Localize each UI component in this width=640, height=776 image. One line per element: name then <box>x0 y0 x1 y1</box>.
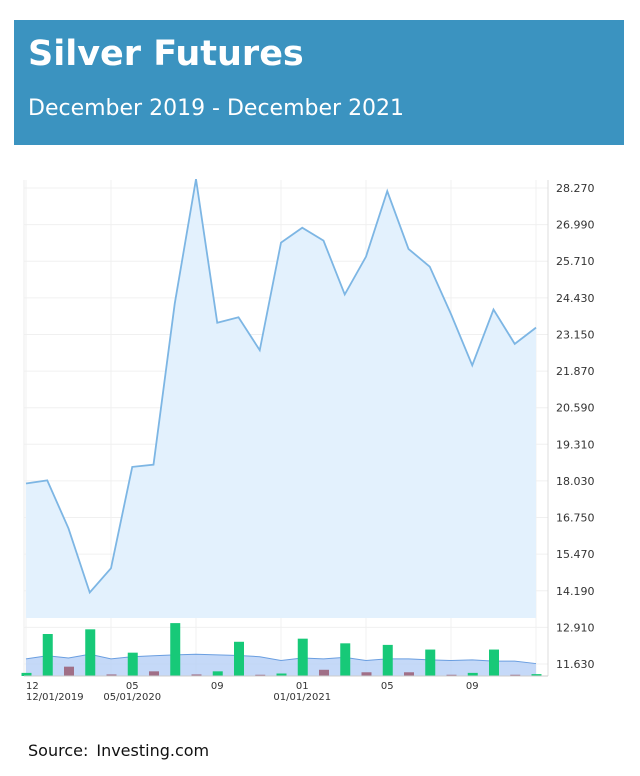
chart-subtitle: December 2019 - December 2021 <box>28 96 405 121</box>
y-tick-label: 15.470 <box>556 548 595 561</box>
volume-bar <box>149 671 159 676</box>
source-value: Investing.com <box>96 741 210 760</box>
y-tick-label: 16.750 <box>556 512 595 525</box>
volume-bar <box>531 674 542 676</box>
y-tick-label: 24.430 <box>556 292 595 305</box>
y-tick-label: 20.590 <box>556 402 595 415</box>
x-tick-date: 12/01/2019 <box>26 692 84 703</box>
x-tick-date: 01/01/2021 <box>273 692 331 703</box>
volume-bar <box>404 672 414 676</box>
x-tick-month: 05 <box>381 681 394 692</box>
volume-bar <box>361 672 372 676</box>
y-tick-label: 14.190 <box>556 585 595 598</box>
x-tick-month: 05 <box>126 681 139 692</box>
source-label: Source: <box>28 741 89 760</box>
x-tick-month: 09 <box>211 681 224 692</box>
x-tick-month: 09 <box>466 681 479 692</box>
volume-bar <box>489 649 499 676</box>
volume-average-line <box>25 653 537 665</box>
volume-bar <box>446 674 457 676</box>
volume-bar <box>106 674 117 676</box>
y-tick-label: 18.030 <box>556 475 595 488</box>
y-tick-label: 26.990 <box>556 219 595 232</box>
volume-bar <box>276 673 287 676</box>
volume-bar <box>255 674 266 676</box>
volume-bar <box>85 629 96 676</box>
volume-bar <box>340 643 351 676</box>
y-tick-label: 28.270 <box>556 182 595 195</box>
y-tick-label: 11.630 <box>556 658 595 671</box>
volume-bar <box>382 644 393 676</box>
x-tick-month: 12 <box>26 681 39 692</box>
header-banner: Silver Futures December 2019 - December … <box>14 20 624 145</box>
volume-bar <box>510 674 521 676</box>
y-tick-label: 21.870 <box>556 365 595 378</box>
volume-bar <box>425 649 436 676</box>
volume-average-area <box>26 654 536 676</box>
volume-bar <box>234 641 244 676</box>
volume-bar <box>127 652 138 676</box>
y-tick-label: 19.310 <box>556 438 595 451</box>
x-tick-month: 01 <box>296 681 309 692</box>
volume-bar <box>212 671 223 676</box>
y-tick-label: 23.150 <box>556 328 595 341</box>
volume-bar <box>64 666 74 676</box>
x-tick-date: 05/01/2020 <box>103 692 161 703</box>
volume-bar <box>21 672 32 676</box>
source-note: Source: Investing.com <box>28 741 217 760</box>
volume-bar <box>297 638 308 676</box>
volume-bar <box>467 672 478 676</box>
volume-bar <box>191 674 202 676</box>
silver-futures-chart: 28.270 26.990 25.710 24.430 23.150 21.870 20.5… <box>21 178 595 703</box>
volume-bar <box>170 623 181 676</box>
chart-title: Silver Futures <box>28 34 304 74</box>
volume-bar <box>42 634 53 676</box>
volume-bar <box>319 669 329 676</box>
y-tick-label: 25.710 <box>556 255 595 268</box>
price-area-fill <box>26 179 536 618</box>
y-tick-label: 12.910 <box>556 621 595 634</box>
